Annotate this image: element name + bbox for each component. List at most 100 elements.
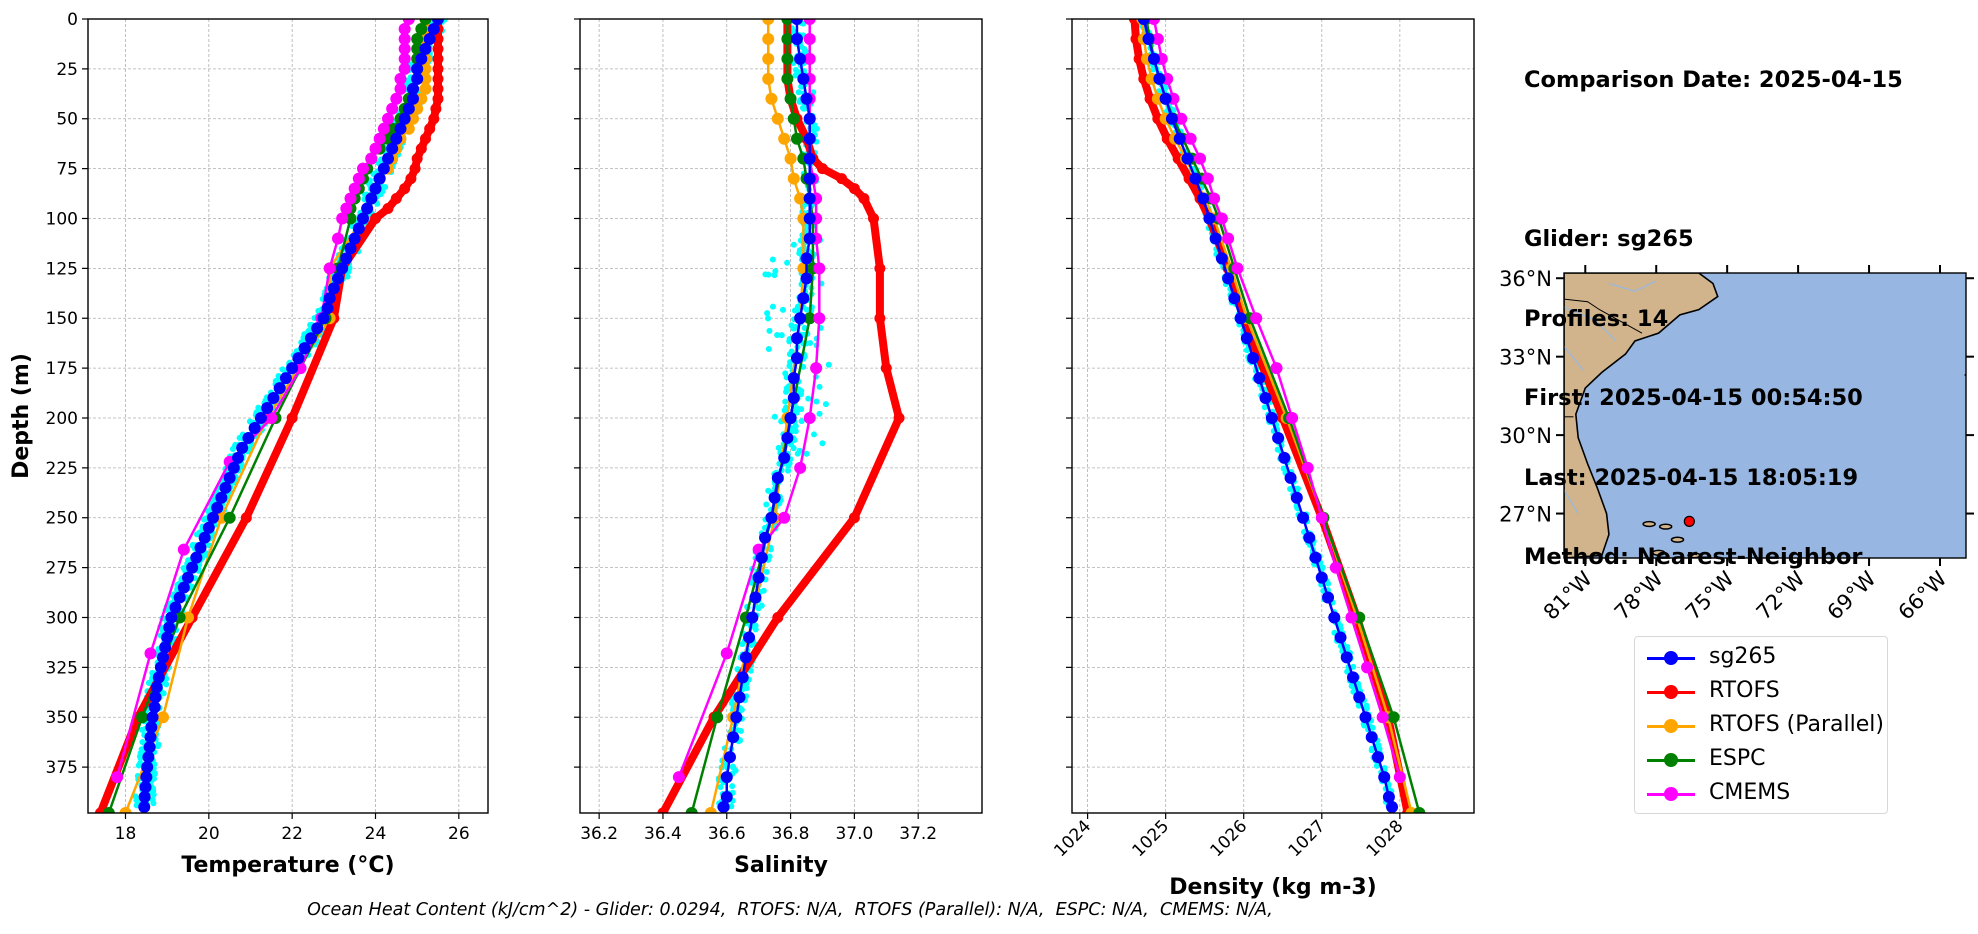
series-point-sg265: [1278, 451, 1291, 464]
x-tick-label: 1027: [1285, 816, 1330, 861]
series-point-sg265: [720, 791, 733, 804]
x-tick-label: 1028: [1363, 816, 1408, 861]
series-point-sg265: [419, 42, 432, 55]
series-point-rtofs-parallel: [157, 711, 169, 724]
series-point-rtofs: [836, 173, 848, 185]
series-point-espc: [173, 611, 186, 624]
series-point-cmems: [1201, 172, 1214, 185]
series-point-sg265: [768, 491, 781, 504]
glider-raw-point: [786, 338, 793, 345]
glider-raw-point: [769, 303, 776, 310]
glider-raw-point: [760, 587, 767, 594]
series-point-sg265: [1371, 751, 1384, 764]
series-point-rtofs: [432, 73, 444, 85]
glider-raw-point: [810, 431, 817, 438]
series-point-sg265: [794, 52, 807, 65]
series-point-sg265: [286, 362, 299, 375]
y-tick-label: 25: [56, 60, 78, 80]
series-point-cmems: [720, 647, 733, 660]
glider-raw-point: [774, 332, 781, 339]
river: [1608, 280, 1657, 293]
y-tick-label: 225: [46, 459, 78, 479]
glider-raw-point: [1280, 465, 1287, 472]
legend-item-rtofs-parallel: RTOFS (Parallel): [1641, 710, 1885, 740]
glider-raw-point: [771, 413, 778, 420]
y-tick-label: 50: [56, 110, 78, 130]
series-point-sg265: [800, 92, 813, 105]
lat-tick-label: 27°N: [1499, 503, 1552, 527]
x-axis-label: Density (kg m-3): [1169, 875, 1377, 900]
info-line-method: Method: Nearest-Neighbor: [1524, 544, 1863, 570]
glider-raw-point: [783, 388, 790, 395]
series-point-sg265: [386, 142, 399, 155]
series-point-rtofs: [893, 412, 905, 424]
series-point-sg265: [717, 801, 730, 813]
series-point-sg265: [267, 392, 280, 405]
series-point-sg265: [771, 471, 784, 484]
series-point-cmems: [803, 52, 816, 65]
x-tick-label: 36.6: [708, 824, 746, 844]
series-point-sg265: [1309, 551, 1322, 564]
glider-raw-point: [790, 241, 797, 248]
glider-raw-point: [792, 66, 799, 73]
glider-raw-point: [135, 762, 142, 769]
glider-raw-point: [819, 440, 826, 447]
glider-raw-point: [149, 796, 156, 803]
series-point-rtofs-parallel: [765, 92, 778, 105]
series-point-cmems: [1345, 611, 1358, 624]
axes-frame: [579, 18, 983, 814]
series-point-rtofs: [240, 512, 252, 524]
series-point-rtofs: [428, 113, 440, 125]
series-point-cmems: [1147, 19, 1160, 25]
glider-raw-point: [785, 467, 792, 474]
legend-label: CMEMS: [1709, 780, 1791, 805]
series-point-sg265: [261, 402, 274, 415]
series-point-rtofs-parallel: [419, 62, 432, 75]
series-point-sg265: [803, 132, 816, 145]
series-point-sg265: [327, 282, 340, 295]
series-point-cmems: [1175, 112, 1188, 125]
x-tick-label: 36.2: [580, 824, 618, 844]
series-point-rtofs: [772, 611, 784, 623]
info-line-blank: ​: [1524, 147, 1903, 174]
glider-raw-point: [151, 775, 158, 782]
ocean-heat-content-footer: Ocean Heat Content (kJ/cm^2) - Glider: 0…: [307, 900, 1273, 920]
series-point-rtofs: [432, 93, 444, 105]
glider-raw-point: [775, 444, 782, 451]
x-tick-label: 1025: [1128, 816, 1173, 861]
series-point-sg265: [344, 242, 357, 255]
land: [1564, 273, 1719, 558]
series-point-sg265: [1347, 671, 1360, 684]
series-point-sg265: [292, 352, 305, 365]
series-point-sg265: [173, 591, 186, 604]
series-point-sg265: [219, 481, 232, 494]
series-point-rtofs: [858, 193, 870, 205]
series-point-sg265: [1153, 72, 1166, 85]
series-point-sg265: [1173, 132, 1186, 145]
series-point-cmems: [1231, 262, 1244, 275]
series-point-sg265: [1240, 332, 1253, 345]
y-tick-label: 250: [46, 509, 78, 529]
y-tick-label: 350: [46, 708, 78, 728]
series-point-sg265: [1328, 611, 1341, 624]
glider-raw-point: [748, 642, 755, 649]
series-point-sg265: [165, 611, 178, 624]
series-point-sg265: [787, 372, 800, 385]
series-point-sg265: [765, 511, 778, 524]
map-frame: [1563, 272, 1967, 559]
series-point-cmems: [1250, 312, 1263, 325]
series-point-cmems: [1184, 132, 1197, 145]
series-point-sg265: [723, 751, 736, 764]
x-tick-label: 26: [448, 824, 470, 844]
series-point-espc: [711, 711, 724, 724]
river: [1564, 345, 1584, 371]
glider-raw-point: [784, 259, 791, 266]
series-point-rtofs: [432, 53, 444, 65]
series-point-rtofs: [432, 43, 444, 55]
series-point-sg265: [800, 252, 813, 265]
series-point-cmems: [1361, 661, 1374, 674]
glider-raw-point: [816, 410, 823, 417]
y-tick-label: 275: [46, 559, 78, 579]
series-point-sg265: [242, 431, 255, 444]
glider-raw-point: [816, 383, 823, 390]
